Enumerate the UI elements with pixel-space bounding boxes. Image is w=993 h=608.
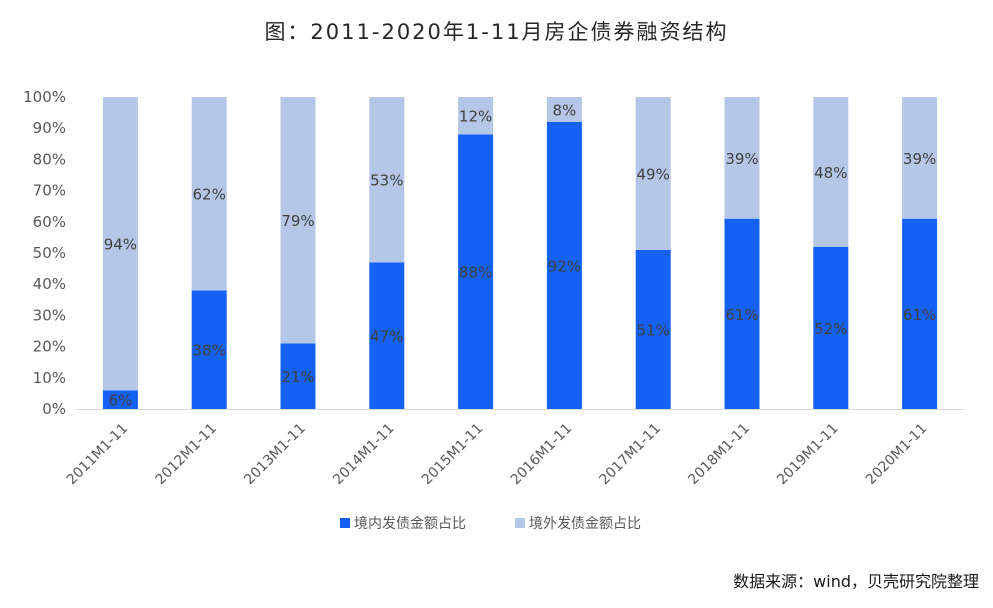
source-note: 数据来源：wind，贝壳研究院整理 [733, 572, 979, 591]
data-label: 79% [281, 212, 314, 230]
bar-domestic [635, 249, 671, 409]
legend-swatch-domestic [340, 518, 350, 528]
bar-overseas [191, 97, 227, 291]
bar-overseas [458, 97, 494, 135]
x-tick-label: 2016M1-11 [508, 421, 576, 489]
x-tick-label: 2018M1-11 [685, 421, 753, 489]
x-tick-label: 2017M1-11 [597, 421, 665, 489]
data-label: 53% [370, 172, 403, 190]
bar-domestic [813, 246, 849, 409]
data-label: 21% [281, 368, 314, 386]
data-label: 49% [637, 165, 670, 183]
y-tick-label: 100% [23, 88, 66, 106]
y-tick-label: 40% [33, 275, 66, 293]
data-label: 92% [548, 257, 581, 275]
x-tick-label: 2012M1-11 [153, 421, 221, 489]
y-tick-label: 80% [33, 150, 66, 168]
data-label: 8% [553, 101, 577, 119]
x-tick-label: 2015M1-11 [419, 421, 487, 489]
bar-overseas [724, 97, 760, 219]
data-label: 48% [814, 164, 847, 182]
data-label: 62% [193, 186, 226, 204]
y-tick-label: 10% [33, 369, 66, 387]
bar-domestic [369, 262, 405, 409]
data-label: 51% [637, 321, 670, 339]
bar-overseas [102, 97, 138, 391]
data-label: 12% [459, 108, 492, 126]
bar-overseas [902, 97, 938, 219]
bar-domestic [280, 343, 316, 409]
y-tick-label: 0% [42, 400, 66, 418]
y-tick-label: 30% [33, 306, 66, 324]
legend-label: 境外发债金额占比 [529, 516, 641, 532]
data-label: 39% [725, 150, 758, 168]
bar-overseas [369, 97, 405, 263]
y-tick-label: 60% [33, 213, 66, 231]
data-label: 6% [109, 392, 133, 410]
bar-overseas [635, 97, 671, 250]
bar-overseas [813, 97, 849, 247]
data-label: 94% [104, 236, 137, 254]
legend-label: 境内发债金额占比 [354, 516, 466, 532]
chart-title: 图：2011-2020年1-11月房企债券融资结构 [264, 20, 729, 44]
data-label: 39% [903, 150, 936, 168]
x-tick-label: 2019M1-11 [774, 421, 842, 489]
data-label: 88% [459, 264, 492, 282]
x-tick-label: 2020M1-11 [863, 421, 931, 489]
data-label: 61% [903, 306, 936, 324]
x-tick-label: 2011M1-11 [64, 421, 132, 489]
y-tick-label: 20% [33, 338, 66, 356]
legend-swatch-overseas [515, 518, 525, 528]
y-tick-label: 70% [33, 182, 66, 200]
bar-domestic [458, 134, 494, 409]
bar-domestic [102, 390, 138, 409]
bar-overseas [546, 97, 582, 122]
bar-domestic [902, 218, 938, 409]
data-label: 52% [814, 320, 847, 338]
data-label: 38% [193, 342, 226, 360]
data-label: 47% [370, 328, 403, 346]
bar-overseas [280, 97, 316, 344]
y-tick-label: 50% [33, 244, 66, 262]
bar-domestic [546, 121, 582, 410]
data-label: 61% [725, 306, 758, 324]
bar-domestic [191, 290, 227, 409]
x-tick-label: 2013M1-11 [241, 421, 309, 489]
x-tick-label: 2014M1-11 [330, 421, 398, 489]
y-tick-label: 90% [33, 119, 66, 137]
bar-domestic [724, 218, 760, 409]
